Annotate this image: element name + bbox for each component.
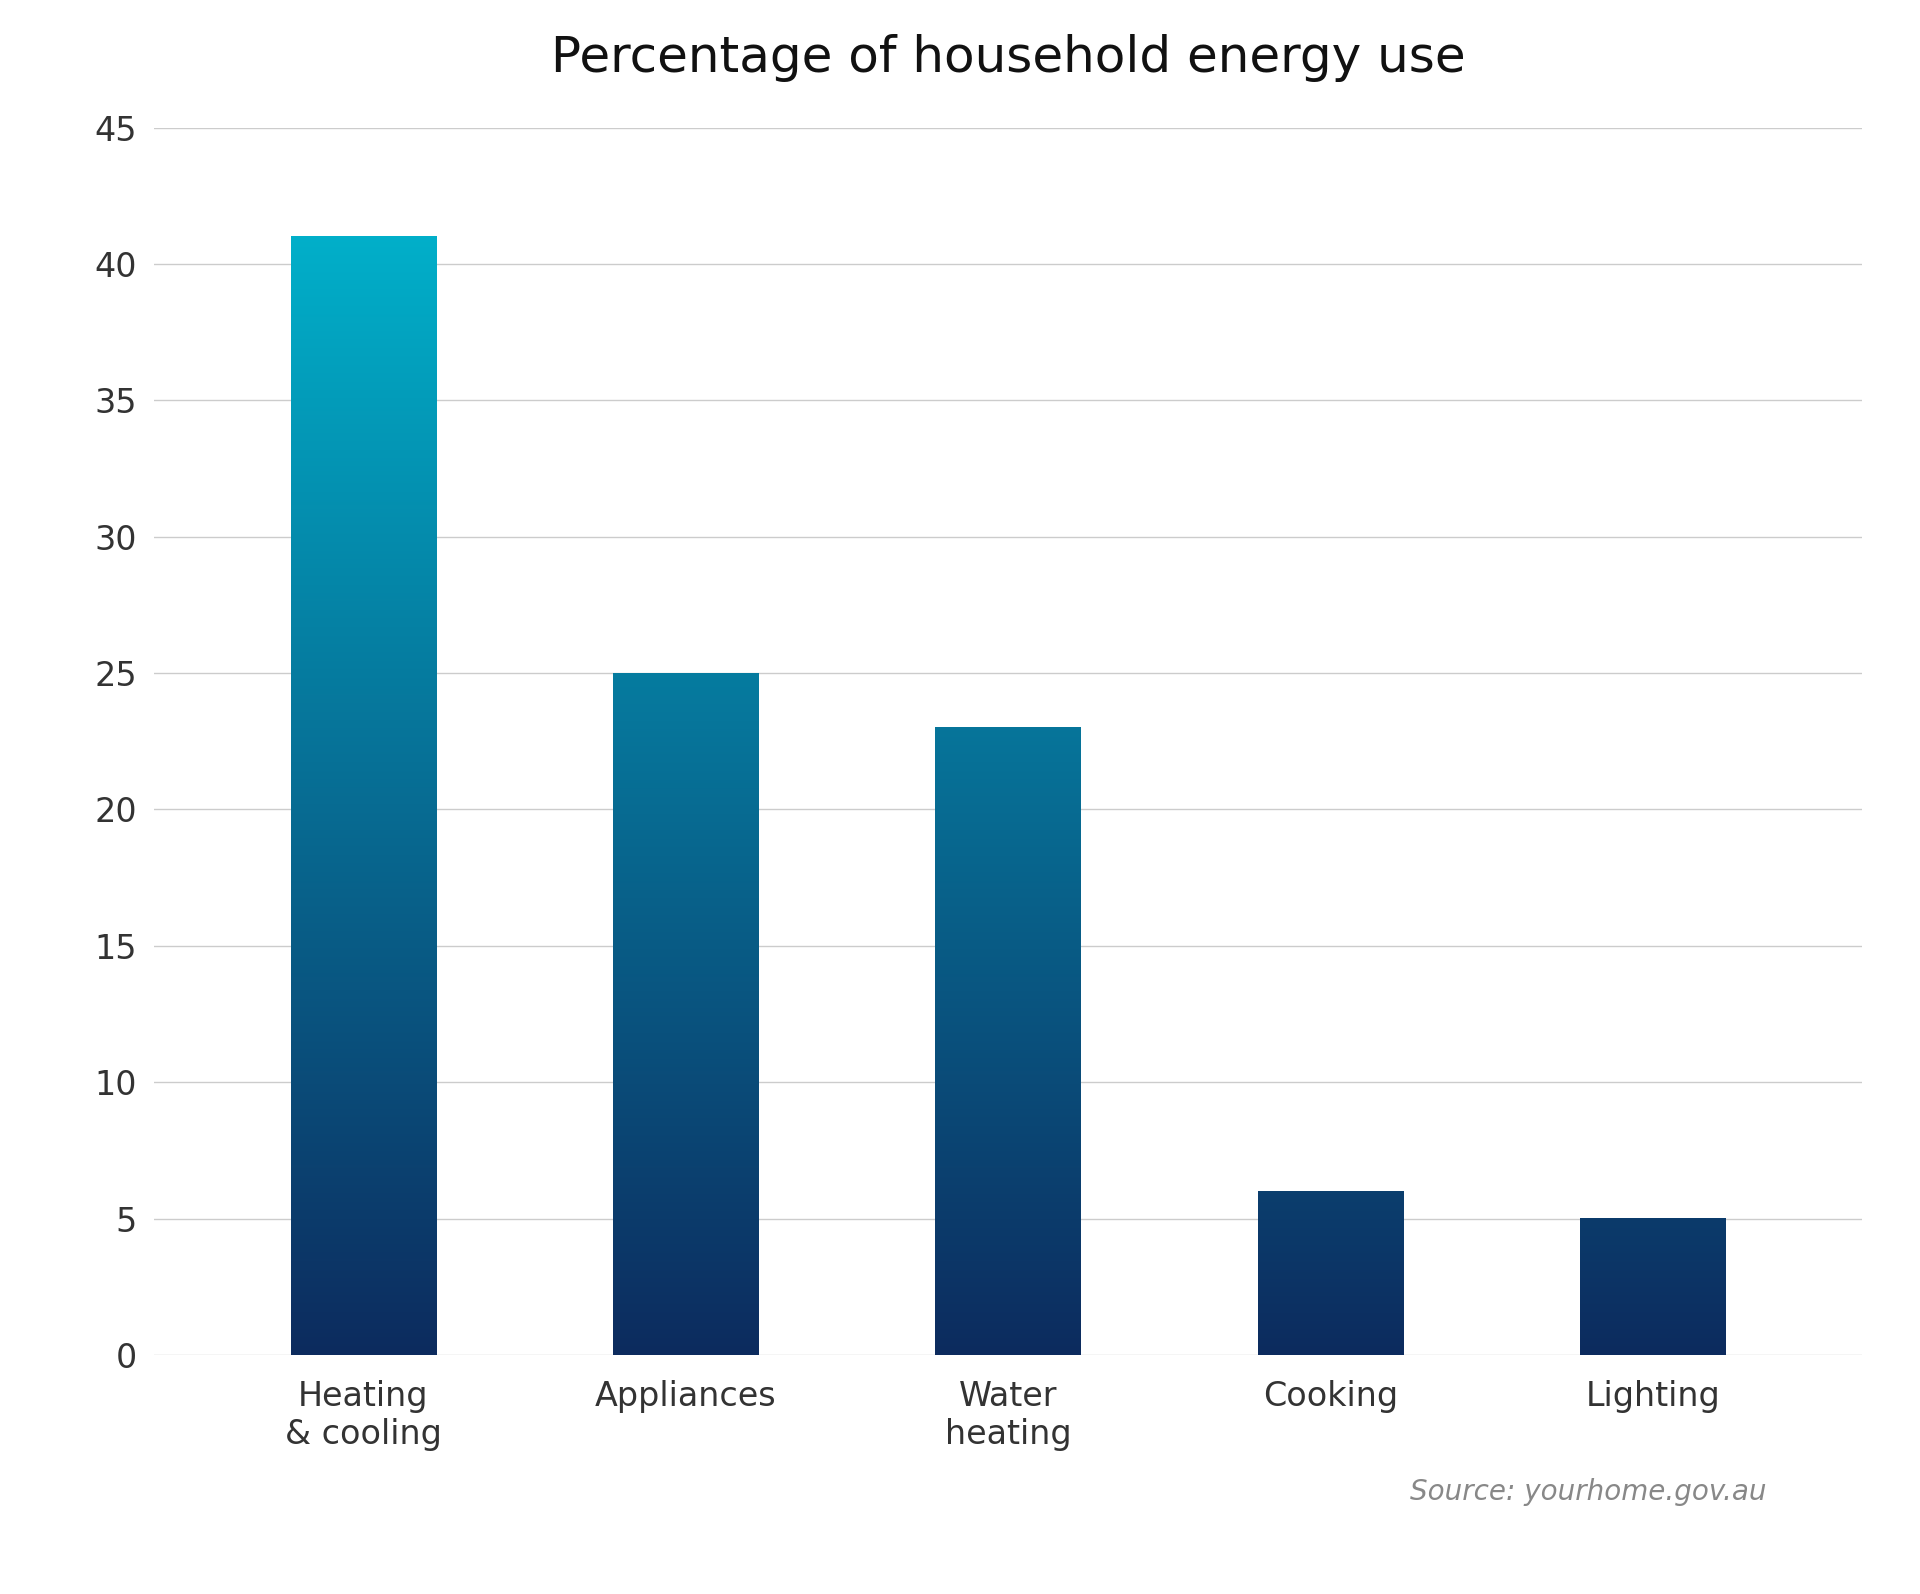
Title: Percentage of household energy use: Percentage of household energy use	[551, 33, 1465, 81]
Text: Source: yourhome.gov.au: Source: yourhome.gov.au	[1409, 1478, 1766, 1506]
